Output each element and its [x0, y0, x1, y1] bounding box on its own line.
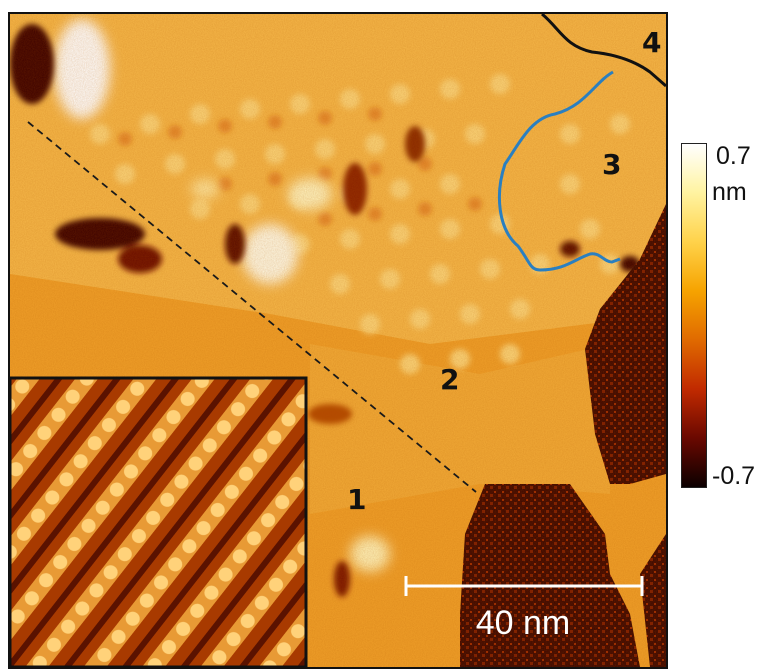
- height-colorbar: [681, 143, 707, 488]
- colorbar-unit-label: nm: [712, 178, 747, 206]
- region-label-4: 4: [642, 26, 661, 59]
- colorbar-max-label: 0.7: [716, 142, 751, 170]
- scale-bar: [404, 576, 644, 596]
- region-label-2: 2: [440, 363, 459, 396]
- scale-bar-label: 40 nm: [476, 604, 571, 642]
- domain-boundary-black: [541, 14, 666, 88]
- stm-image-canvas: 1 2 3 4 40 nm: [10, 14, 666, 667]
- dashed-line-profile: [27, 121, 477, 493]
- atomic-resolution-inset: [10, 376, 308, 667]
- region-label-1: 1: [347, 483, 366, 516]
- stm-topography-image: 1 2 3 4 40 nm: [8, 12, 668, 669]
- domain-boundary-blue: [497, 70, 621, 272]
- colorbar-min-label: -0.7: [712, 462, 756, 490]
- region-label-3: 3: [602, 148, 621, 181]
